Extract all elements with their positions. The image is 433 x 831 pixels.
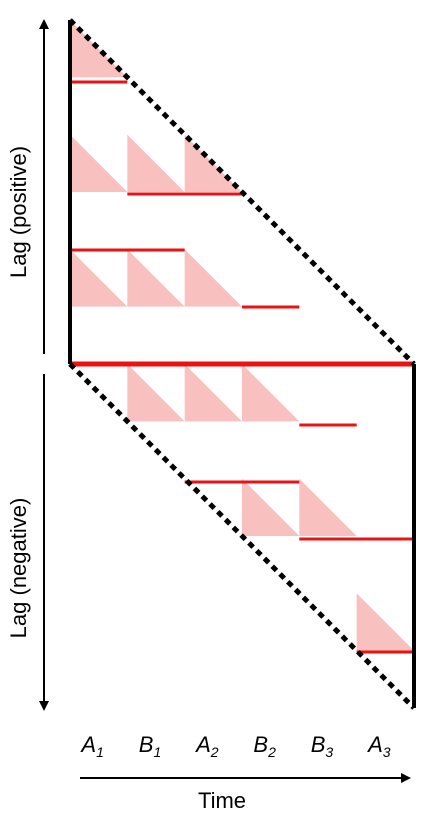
shaded-cell [241, 364, 300, 422]
shaded-cell [184, 249, 242, 307]
shaded-cell [184, 593, 242, 651]
shaded-regions [70, 20, 414, 831]
shaded-cell [70, 249, 128, 307]
upper-diagonal-boundary [68, 18, 416, 366]
shaded-cell [241, 478, 300, 536]
time-label: Time [198, 788, 246, 813]
shaded-cell [70, 134, 128, 193]
highlight-lines [70, 80, 414, 654]
shaded-cell [127, 364, 185, 422]
lower-diagonal-boundary [68, 362, 416, 710]
positive-lag-label: Lag (positive) [6, 146, 31, 278]
segment-labels: A1 B1 A2 B2 B3 A3 [79, 732, 390, 760]
shaded-cell [127, 249, 185, 307]
shaded-cell [356, 593, 414, 651]
shaded-cell [299, 478, 357, 536]
shaded-cell [70, 478, 128, 536]
shaded-cell [184, 364, 242, 422]
shaded-cell [127, 134, 185, 193]
shaded-cell [127, 478, 185, 536]
segment-label: B3 [311, 732, 334, 760]
segment-label: A3 [366, 732, 391, 760]
negative-lag-label: Lag (negative) [6, 498, 31, 639]
segment-label: A2 [194, 732, 219, 760]
shaded-cell [299, 823, 356, 831]
segment-label: B2 [253, 732, 276, 760]
segment-label: A1 [79, 732, 103, 760]
shaded-cell [241, 593, 300, 651]
segment-label: B1 [139, 732, 161, 760]
shaded-cell [357, 823, 414, 831]
shaded-cell [127, 593, 185, 651]
